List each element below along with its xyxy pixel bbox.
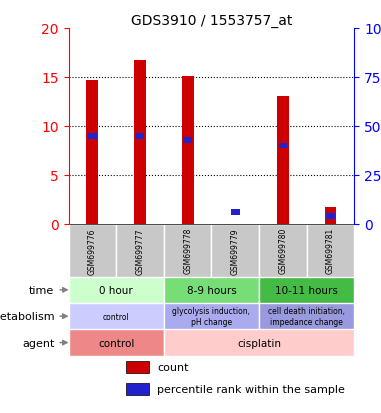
Bar xyxy=(134,61,146,224)
Bar xyxy=(126,361,149,373)
Text: GSM699776: GSM699776 xyxy=(88,228,97,274)
Bar xyxy=(116,224,164,277)
Title: GDS3910 / 1553757_at: GDS3910 / 1553757_at xyxy=(131,14,292,28)
Bar xyxy=(307,224,354,277)
Text: control: control xyxy=(103,312,130,321)
Text: 0 hour: 0 hour xyxy=(99,285,133,295)
Bar xyxy=(88,133,97,139)
Bar xyxy=(231,210,240,216)
Text: GSM699781: GSM699781 xyxy=(326,228,335,274)
Bar xyxy=(259,224,307,277)
Bar xyxy=(326,214,335,219)
Text: cisplatin: cisplatin xyxy=(237,338,281,348)
Bar xyxy=(164,303,259,330)
Text: count: count xyxy=(157,362,189,372)
Text: glycolysis induction,
pH change: glycolysis induction, pH change xyxy=(173,306,250,326)
Bar xyxy=(86,81,98,224)
Text: 10-11 hours: 10-11 hours xyxy=(275,285,338,295)
Bar xyxy=(69,224,116,277)
Bar xyxy=(211,224,259,277)
Bar xyxy=(164,277,259,303)
Bar xyxy=(164,330,354,356)
Bar xyxy=(183,138,192,143)
Bar xyxy=(259,277,354,303)
Bar xyxy=(69,303,164,330)
Bar xyxy=(164,224,211,277)
Bar xyxy=(126,383,149,395)
Bar xyxy=(69,277,164,303)
Text: control: control xyxy=(98,338,134,348)
Bar xyxy=(182,77,194,224)
Text: percentile rank within the sample: percentile rank within the sample xyxy=(157,384,345,394)
Text: GSM699780: GSM699780 xyxy=(279,228,287,274)
Text: metabolism: metabolism xyxy=(0,311,54,321)
Text: agent: agent xyxy=(22,338,54,348)
Text: GSM699779: GSM699779 xyxy=(231,228,240,274)
Text: 8-9 hours: 8-9 hours xyxy=(187,285,236,295)
Text: time: time xyxy=(29,285,54,295)
Bar xyxy=(279,143,287,149)
Bar xyxy=(69,330,164,356)
Text: cell death initiation,
impedance change: cell death initiation, impedance change xyxy=(268,306,345,326)
Bar xyxy=(136,133,144,139)
Text: GSM699778: GSM699778 xyxy=(183,228,192,274)
Bar xyxy=(259,303,354,330)
Text: GSM699777: GSM699777 xyxy=(136,228,144,274)
Bar xyxy=(277,96,289,224)
Bar xyxy=(325,208,336,224)
